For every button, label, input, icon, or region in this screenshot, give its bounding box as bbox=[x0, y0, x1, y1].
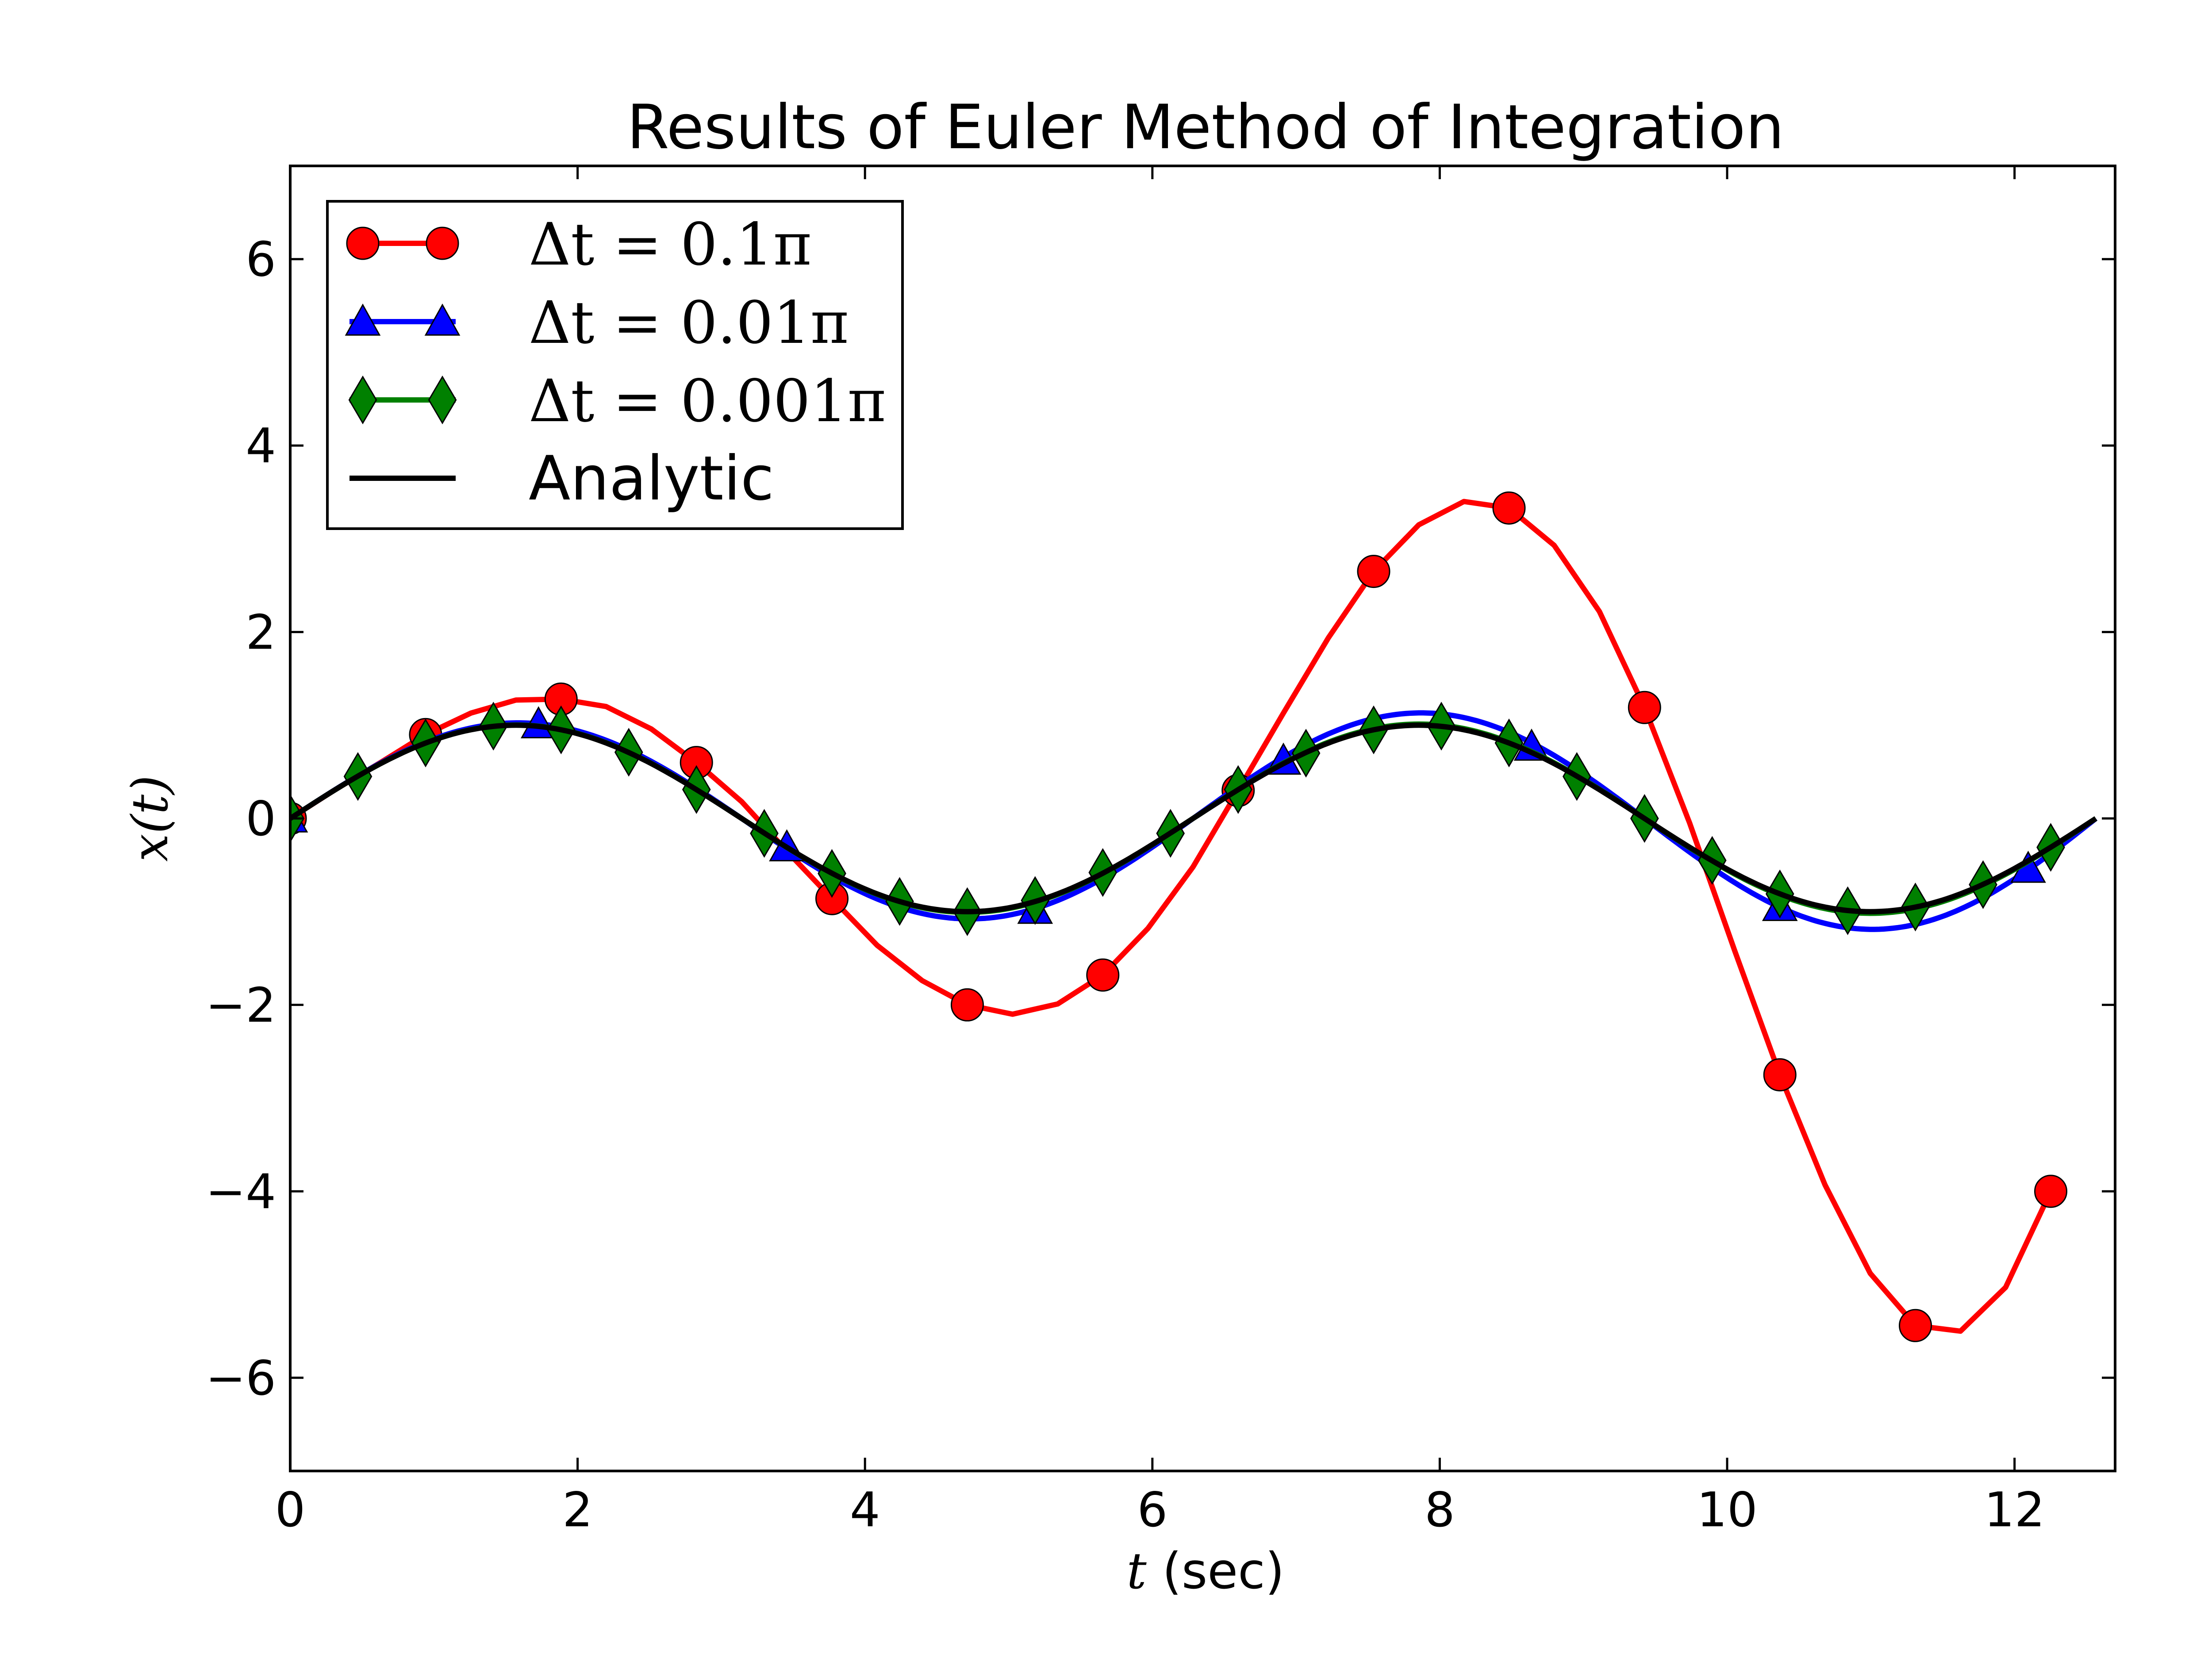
x-axis-unit: (sec) bbox=[1147, 1543, 1285, 1600]
y-tick-label: 4 bbox=[246, 419, 276, 474]
legend-marker bbox=[346, 227, 380, 260]
data-point bbox=[2034, 1175, 2067, 1208]
y-tick-label: −6 bbox=[206, 1351, 276, 1406]
legend-label: Δt = 0.01π bbox=[529, 289, 849, 357]
svg-text:t (sec): t (sec) bbox=[1127, 1543, 1285, 1600]
legend-marker bbox=[348, 375, 377, 425]
legend-label: Δt = 0.001π bbox=[529, 367, 886, 435]
x-axis-variable: t bbox=[1127, 1543, 1147, 1600]
legend-item: Analytic bbox=[349, 443, 774, 514]
y-tick-label: −4 bbox=[206, 1164, 276, 1220]
x-tick-label: 8 bbox=[1425, 1482, 1455, 1538]
data-point bbox=[1357, 555, 1390, 588]
legend-label: Analytic bbox=[529, 443, 774, 514]
x-tick-label: 10 bbox=[1697, 1482, 1757, 1538]
legend: Δt = 0.1π Δt = 0.01π Δt = 0.001π Analytic bbox=[326, 200, 904, 530]
x-tick-label: 12 bbox=[1984, 1482, 2045, 1538]
legend-marker bbox=[428, 375, 457, 425]
data-point bbox=[1899, 1309, 1932, 1342]
y-tick-label: 6 bbox=[246, 232, 276, 288]
x-tick-label: 6 bbox=[1137, 1482, 1167, 1538]
data-point bbox=[1492, 491, 1526, 525]
legend-label: Δt = 0.1π bbox=[529, 211, 812, 279]
data-point bbox=[1763, 1058, 1797, 1091]
y-tick-label: −2 bbox=[206, 978, 276, 1033]
legend-marker bbox=[426, 227, 459, 260]
plot-area: 0 2 4 6 8 10 12 −6 −4 −2 0 2 4 6 bbox=[206, 165, 2116, 1538]
legend-frame bbox=[326, 200, 904, 530]
series-line bbox=[290, 722, 2097, 914]
legend-item: Δt = 0.1π bbox=[346, 211, 812, 279]
legend-item: Δt = 0.01π bbox=[345, 289, 849, 357]
series-line bbox=[290, 499, 2053, 1334]
legend-marker bbox=[424, 303, 461, 336]
x-tick-label: 4 bbox=[850, 1482, 880, 1538]
data-point bbox=[950, 988, 984, 1022]
ticks-layer: 0 2 4 6 8 10 12 −6 −4 −2 0 2 4 6 bbox=[206, 166, 2115, 1538]
chart-title: Results of Euler Method of Integration bbox=[627, 92, 1784, 163]
legend-marker bbox=[345, 303, 381, 336]
legend-item: Δt = 0.001π bbox=[348, 367, 886, 435]
y-tick-label: 0 bbox=[246, 791, 276, 847]
series-none bbox=[290, 722, 2097, 914]
y-axis-label: x(t) bbox=[122, 775, 179, 862]
series-layer bbox=[290, 491, 2098, 1342]
y-tick-label: 2 bbox=[246, 605, 276, 661]
data-point bbox=[1086, 958, 1120, 992]
data-point bbox=[520, 706, 557, 738]
x-tick-label: 2 bbox=[562, 1482, 593, 1538]
legend-items: Δt = 0.1π Δt = 0.01π Δt = 0.001π Analytic bbox=[345, 211, 886, 514]
x-axis-label: t (sec) bbox=[1127, 1543, 1285, 1600]
data-point bbox=[1628, 691, 1661, 724]
x-tick-label: 0 bbox=[275, 1482, 306, 1538]
